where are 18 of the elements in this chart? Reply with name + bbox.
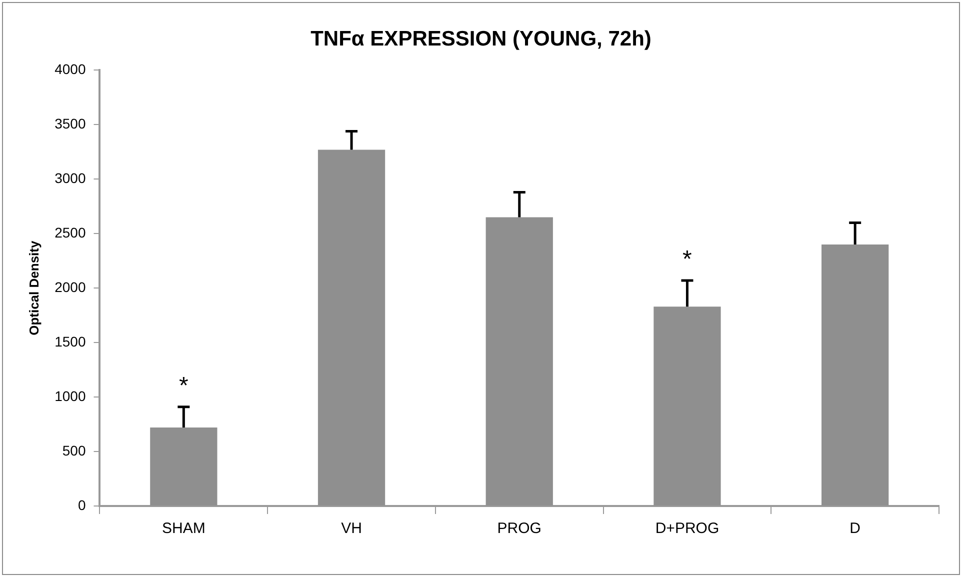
annotation: * [682, 246, 692, 274]
annotation: * [179, 372, 188, 400]
y-tick-label: 4000 [54, 61, 86, 78]
y-tick-label: 3500 [54, 116, 86, 132]
y-tick-label: 1500 [54, 333, 86, 350]
x-tick-label: D [850, 520, 861, 538]
y-tick-label: 2000 [54, 278, 86, 295]
y-tick-label: 2500 [54, 224, 86, 240]
y-tick-label: 3000 [54, 170, 86, 186]
x-tick-label: SHAM [162, 520, 206, 538]
y-tick-label: 0 [78, 496, 86, 513]
chart-title: TNFα EXPRESSION (YOUNG, 72h) [310, 27, 652, 50]
y-axis-title: Optical Density [26, 240, 42, 336]
x-tick-label: D+PROG [655, 520, 720, 538]
y-tick-label: 1000 [54, 388, 86, 404]
x-tick-label: PROG [497, 520, 542, 538]
x-tick-label: VH [341, 520, 362, 538]
y-tick-label: 500 [62, 442, 86, 458]
